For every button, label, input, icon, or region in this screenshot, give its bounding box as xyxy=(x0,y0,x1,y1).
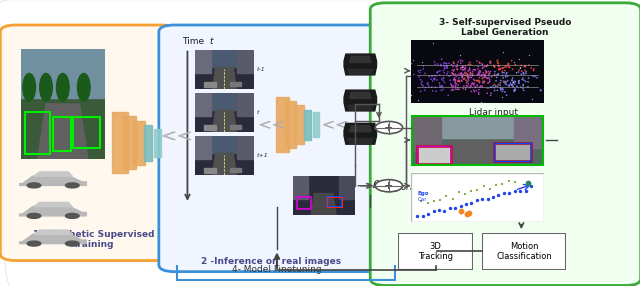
Polygon shape xyxy=(273,122,284,128)
Circle shape xyxy=(375,180,403,192)
FancyBboxPatch shape xyxy=(159,25,386,272)
Bar xyxy=(144,125,152,161)
Bar xyxy=(154,129,161,157)
Bar xyxy=(304,110,310,140)
FancyBboxPatch shape xyxy=(370,3,640,285)
Text: 4- Model Finetuning: 4- Model Finetuning xyxy=(232,265,322,274)
Bar xyxy=(276,97,289,152)
Text: Time: Time xyxy=(182,37,205,46)
Text: 1. Synthetic Supervised
Training: 1. Synthetic Supervised Training xyxy=(33,230,154,249)
Bar xyxy=(313,112,319,137)
Bar xyxy=(294,105,304,144)
Polygon shape xyxy=(323,122,334,128)
Polygon shape xyxy=(337,122,348,128)
Text: +: + xyxy=(384,181,394,191)
FancyBboxPatch shape xyxy=(0,25,177,261)
Polygon shape xyxy=(179,132,191,140)
Bar xyxy=(123,116,136,169)
Polygon shape xyxy=(163,132,175,140)
Bar xyxy=(285,101,296,148)
Text: Lidar input: Lidar input xyxy=(469,108,518,117)
Bar xyxy=(112,112,129,173)
Polygon shape xyxy=(260,122,271,128)
Circle shape xyxy=(375,122,403,134)
Text: $\mathcal{L}_{CD}$: $\mathcal{L}_{CD}$ xyxy=(380,120,401,135)
Text: $\mathcal{L}_{temporal}$: $\mathcal{L}_{temporal}$ xyxy=(371,178,419,194)
Text: 3- Self-supervised Pseudo
Label Generation: 3- Self-supervised Pseudo Label Generati… xyxy=(439,18,572,37)
Text: 2 -Inference on real images: 2 -Inference on real images xyxy=(201,257,341,266)
Text: +: + xyxy=(384,122,394,132)
Bar xyxy=(133,121,145,165)
Text: t: t xyxy=(210,37,213,46)
